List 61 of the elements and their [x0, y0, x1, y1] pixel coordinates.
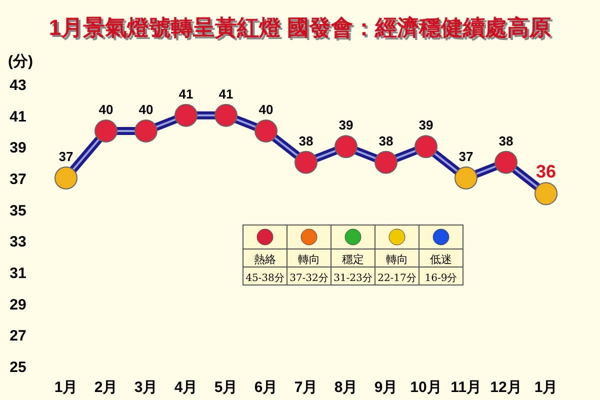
x-tick-label: 7月: [294, 379, 318, 396]
data-label: 40: [258, 102, 274, 117]
x-tick-label: 5月: [214, 379, 238, 396]
data-label: 38: [498, 133, 514, 148]
point: [494, 150, 518, 174]
data-label: 40: [98, 102, 114, 117]
data-label: 38: [298, 133, 314, 148]
y-tick-label: 35: [10, 202, 26, 220]
y-tick-label: 27: [10, 328, 26, 345]
data-label: 41: [178, 86, 194, 102]
point: [374, 150, 398, 174]
data-label: 39: [418, 118, 434, 133]
point: [214, 104, 238, 127]
x-tick-label: 3月: [134, 379, 158, 396]
y-axis-title: (分): [8, 53, 33, 70]
y-tick-label: 37: [10, 171, 26, 188]
annotation: 45-38分: [246, 272, 284, 284]
x-tick-label: 1月: [534, 379, 558, 396]
annotation: 轉向: [298, 253, 320, 266]
x-tick-label: 1月: [54, 379, 78, 396]
data-label: 36: [536, 162, 556, 182]
x-tick-label: 11月: [450, 379, 482, 396]
x-tick-label: 9月: [374, 379, 398, 396]
chart-title: 1月景氣燈號轉呈黃紅燈 國發會：經濟穩健續處高原: [50, 17, 554, 42]
y-tick-label: 31: [10, 265, 26, 282]
annotation: 22-17分: [378, 272, 416, 284]
annotation: 16-9分: [424, 272, 458, 284]
y-tick-label: 29: [10, 296, 26, 314]
x-tick-label: 6月: [254, 379, 278, 396]
point: [94, 120, 118, 142]
x-tick-label: 10月: [410, 379, 442, 396]
y-tick-label: 25: [10, 359, 26, 376]
point: [454, 166, 478, 190]
point: [134, 120, 158, 142]
data-label: 39: [338, 118, 354, 133]
point: [54, 166, 78, 190]
y-tick-label: 43: [10, 77, 26, 94]
point: [174, 104, 198, 127]
annotation: 熱絡: [254, 253, 276, 266]
point: [334, 135, 358, 158]
point: [294, 150, 318, 174]
data-label: 37: [58, 149, 74, 164]
x-tick-label: 12月: [490, 379, 522, 396]
x-tick-label: 8月: [334, 379, 358, 396]
data-label: 38: [378, 133, 394, 148]
y-tick-label: 33: [10, 234, 26, 251]
annotation: 轉向: [386, 253, 408, 266]
annotation: 37-32分: [290, 272, 328, 284]
annotation: 低迷: [430, 253, 452, 266]
x-tick-label: 4月: [174, 379, 198, 396]
annotation: 穩定: [342, 253, 364, 266]
y-tick-label: 41: [10, 108, 26, 126]
data-label: 40: [138, 102, 154, 117]
point: [414, 135, 438, 158]
annotation: 31-23分: [334, 272, 372, 284]
y-tick-label: 39: [10, 140, 26, 157]
data-label: 41: [218, 86, 234, 102]
point: [254, 120, 278, 142]
x-tick-label: 2月: [94, 379, 118, 396]
data-label: 37: [458, 149, 474, 164]
point: [534, 182, 558, 206]
